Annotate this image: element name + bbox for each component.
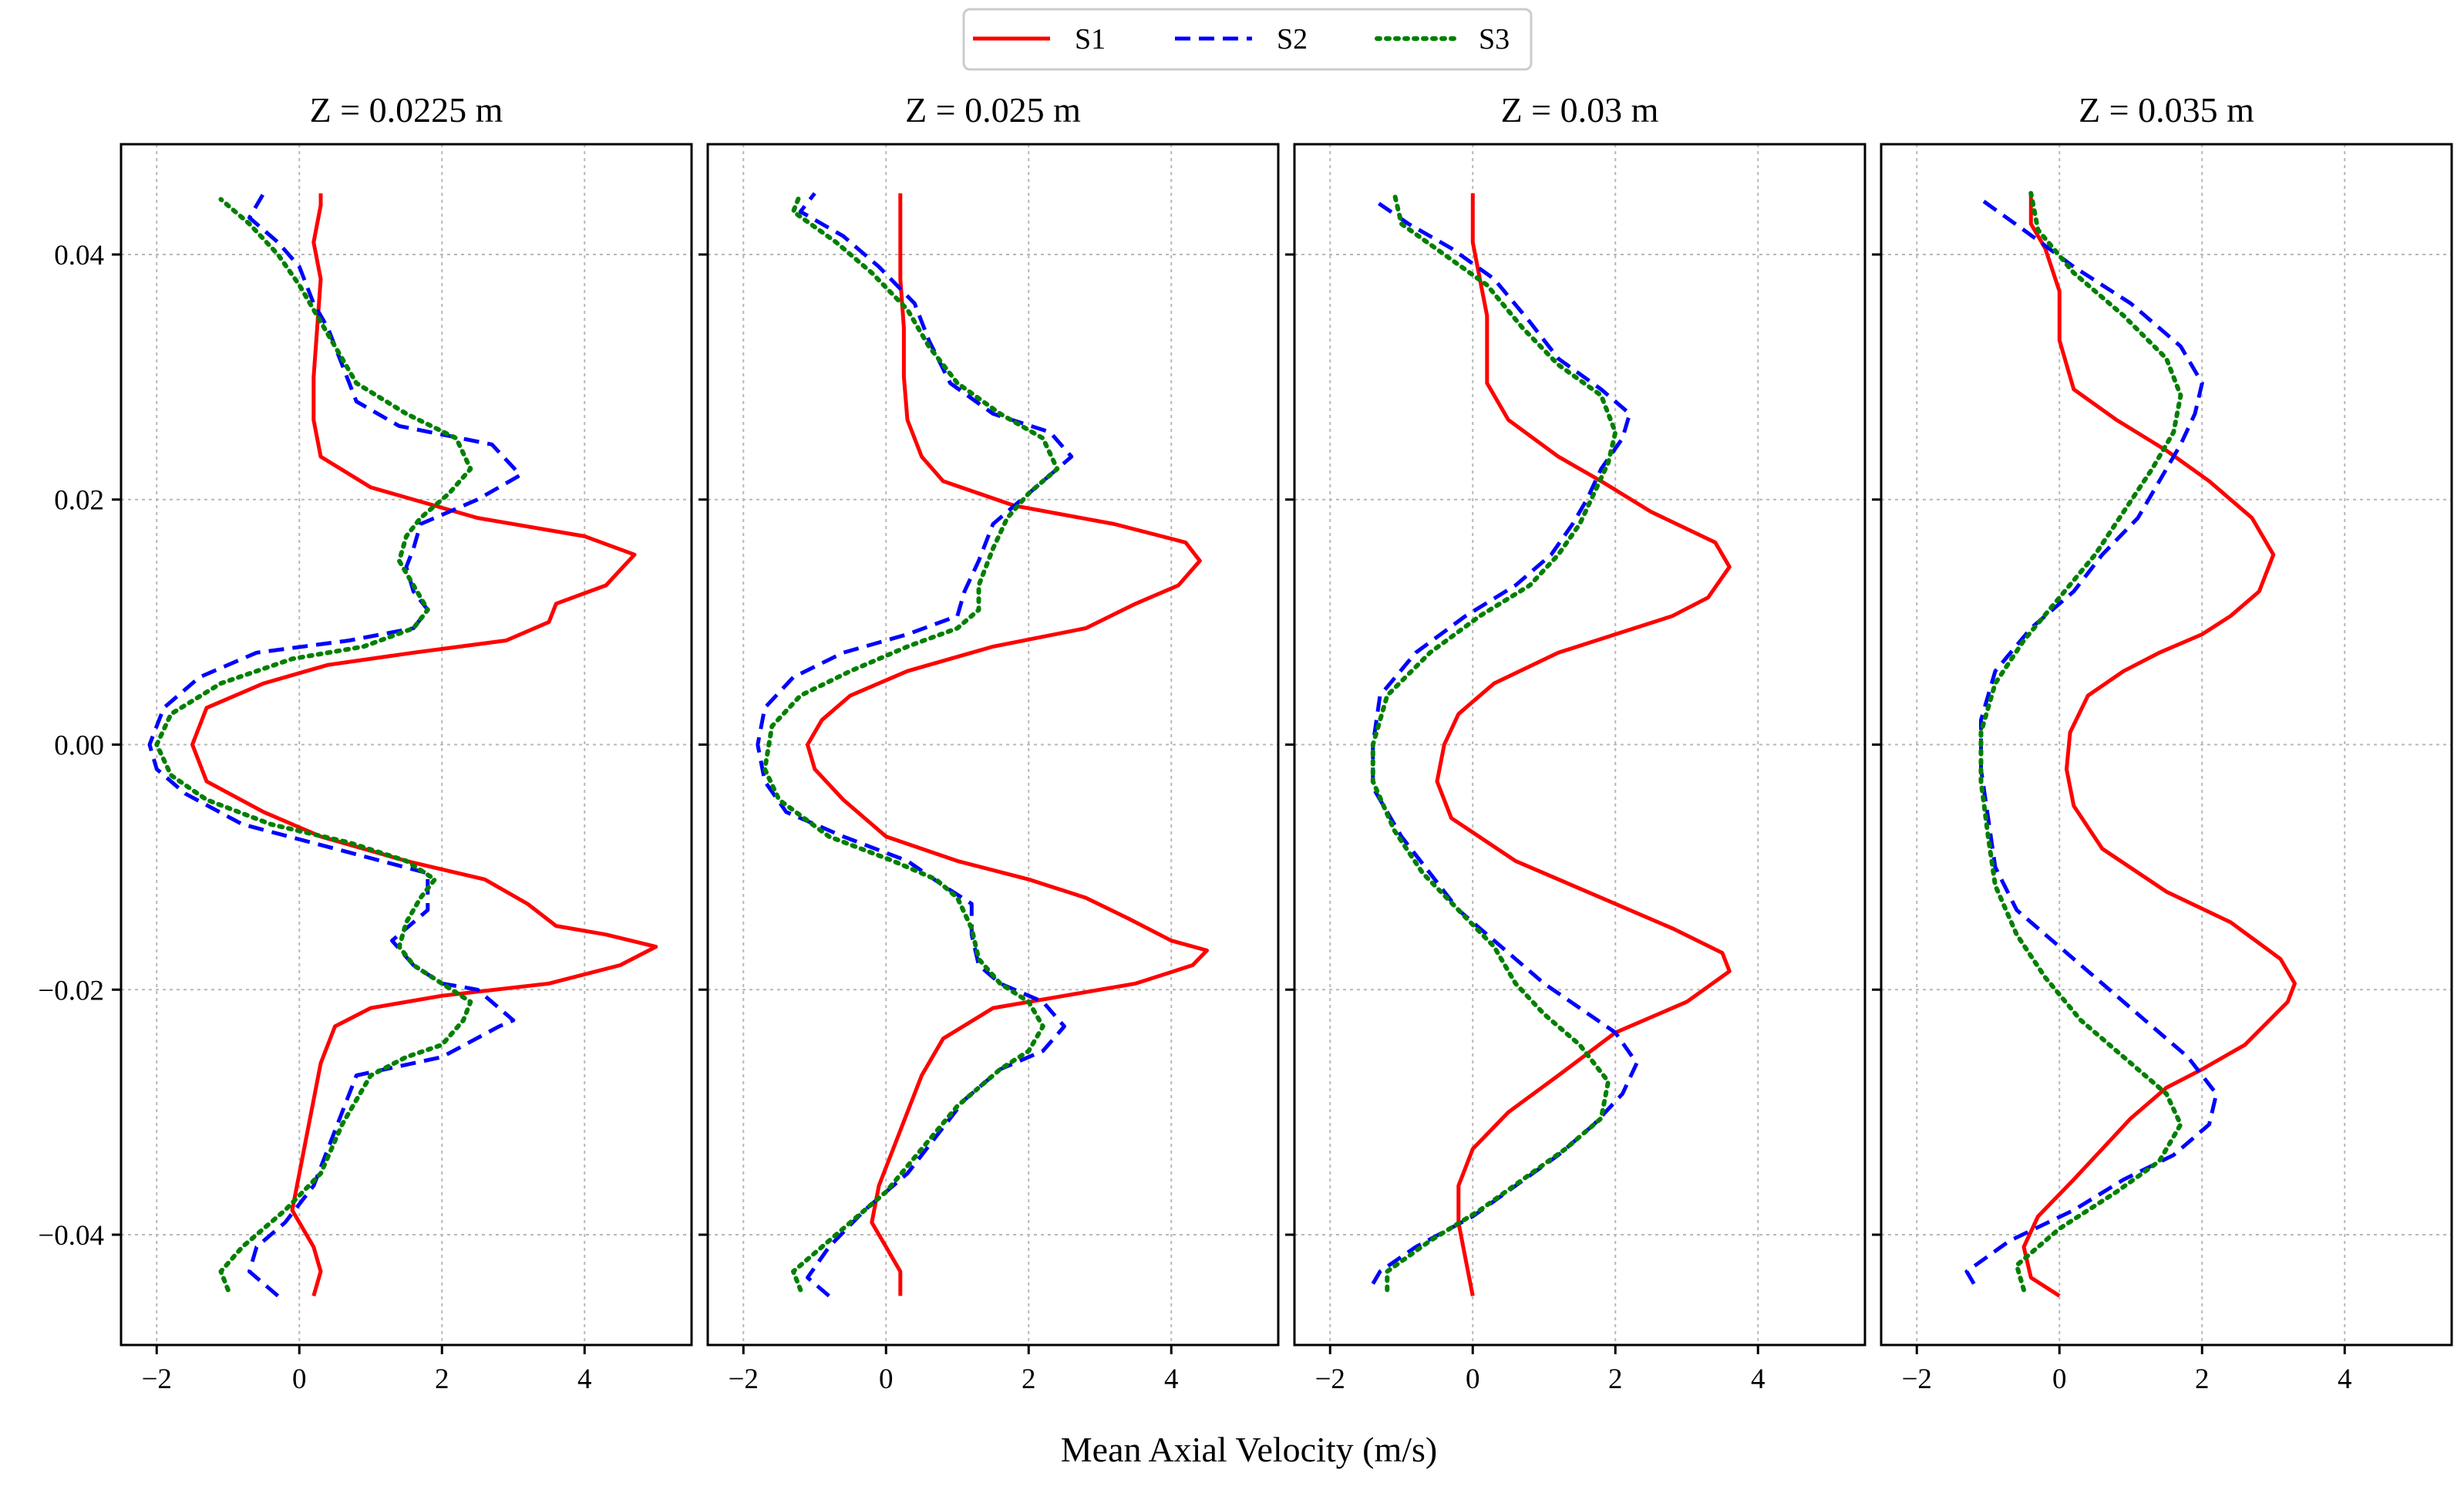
series-s3-line <box>1370 190 1618 1293</box>
series-s3-line <box>154 197 473 1293</box>
x-tick-label: 4 <box>577 1363 592 1395</box>
y-tick-label: −0.02 <box>38 975 104 1006</box>
panel-2: −2 0 2 4 Z = 0.025 m <box>698 90 1280 1395</box>
series-s1-line <box>2021 193 2297 1298</box>
panel-title: Z = 0.025 m <box>905 90 1081 130</box>
x-tick-label: 0 <box>2052 1363 2067 1395</box>
legend-label-s3: S3 <box>1479 23 1510 56</box>
series-s1-line <box>806 193 1209 1296</box>
panels: −2 0 2 4−0.04−0.020.000.020.04Z = 0.0225 m−… <box>38 90 2453 1395</box>
x-tick-label: 0 <box>292 1363 307 1395</box>
y-tick-label: −0.04 <box>38 1220 104 1252</box>
x-tick-label: 2 <box>2195 1363 2210 1395</box>
panel-4: −2 0 2 4 Z = 0.035 m <box>1872 90 2453 1395</box>
panel-3: −2 0 2 4 Z = 0.03 m <box>1285 90 1867 1395</box>
series-s3-line <box>1978 190 2183 1293</box>
panel-title: Z = 0.035 m <box>2079 90 2254 130</box>
x-tick-label: 4 <box>2338 1363 2352 1395</box>
x-tick-label: 0 <box>1466 1363 1480 1395</box>
x-tick-label: 0 <box>879 1363 894 1395</box>
series-s1-line <box>190 193 658 1297</box>
x-tick-label: 2 <box>1608 1363 1623 1395</box>
x-tick-label: 4 <box>1164 1363 1179 1395</box>
series-s3-line <box>762 190 1060 1293</box>
legend: S1 S2 S3 <box>962 8 1533 71</box>
x-tick-label: −2 <box>1315 1363 1345 1395</box>
panel-title: Z = 0.0225 m <box>310 90 503 130</box>
panel-1: −2 0 2 4 −0.04 −0.02 0.00 0.02 0.04 Z = 0.0225 m <box>38 90 693 1395</box>
x-tick-label: 4 <box>1751 1363 1766 1395</box>
legend-label-s2: S2 <box>1277 23 1308 56</box>
x-tick-label: 2 <box>1022 1363 1036 1395</box>
y-tick-label: 0.04 <box>54 240 104 271</box>
x-tick-label: −2 <box>1902 1363 1932 1395</box>
legend-label-s1: S1 <box>1075 23 1106 56</box>
series-s1-line <box>1435 193 1732 1296</box>
series-s2-line <box>147 192 523 1298</box>
x-tick-label: −2 <box>142 1363 172 1395</box>
y-tick-label: 0.02 <box>54 485 104 517</box>
y-tick-label: 0.00 <box>54 730 104 762</box>
series-s2-line <box>756 192 1074 1298</box>
x-tick-label: 2 <box>435 1363 449 1395</box>
x-tick-label: −2 <box>729 1363 759 1395</box>
x-axis-label: Mean Axial Velocity (m/s) <box>1061 1430 1437 1469</box>
panel-title: Z = 0.03 m <box>1501 90 1659 130</box>
